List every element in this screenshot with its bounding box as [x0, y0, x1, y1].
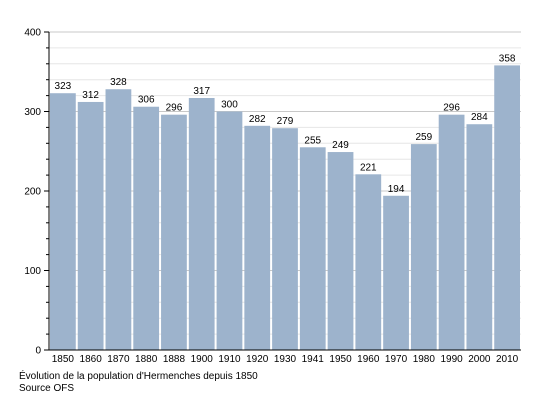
bar — [272, 128, 298, 350]
y-tick-label: 300 — [24, 107, 41, 118]
x-tick-labels: 1850 1860 1870 1880 1888 1900 1910 1920 1930 1941… — [52, 354, 519, 365]
x-tick-label: 1920 — [246, 354, 269, 365]
data-label: 249 — [332, 140, 349, 151]
x-tick-label: 1870 — [107, 354, 130, 365]
bars — [50, 65, 520, 351]
y-tick-label: 0 — [35, 346, 41, 357]
data-label: 317 — [193, 86, 210, 97]
data-label: 306 — [138, 95, 155, 106]
x-tick-label: 2000 — [468, 354, 491, 365]
bar — [50, 93, 76, 350]
data-label: 296 — [166, 103, 183, 114]
x-tick-label: 1880 — [135, 354, 158, 365]
x-tick-label: 2010 — [496, 354, 519, 365]
bar — [161, 114, 187, 351]
x-tick-label: 1960 — [357, 354, 380, 365]
data-label: 328 — [110, 77, 127, 88]
x-tick-label: 1888 — [163, 354, 186, 365]
bar — [299, 147, 326, 350]
y-tick-labels: 0 100 200 300 400 — [24, 28, 41, 357]
x-tick-label: 1850 — [52, 354, 75, 365]
x-tick-label: 1860 — [80, 354, 103, 365]
bar — [438, 114, 465, 351]
bar — [105, 89, 132, 351]
x-tick-label: 1941 — [302, 354, 325, 365]
x-tick-label: 1910 — [218, 354, 241, 365]
data-label: 312 — [82, 90, 99, 101]
data-label: 284 — [471, 112, 488, 123]
y-tick-label: 400 — [24, 28, 41, 39]
bar — [244, 125, 271, 350]
data-label: 221 — [360, 162, 377, 173]
data-labels: 323 312 328 306 296 317 300 282 279 255 249 221 194 2… — [55, 53, 516, 194]
data-label: 300 — [221, 100, 238, 111]
data-label: 279 — [277, 116, 294, 127]
data-label: 296 — [443, 103, 460, 114]
y-tick-label: 200 — [24, 187, 41, 198]
bar — [188, 97, 215, 350]
bar — [410, 144, 437, 350]
data-label: 259 — [415, 132, 432, 143]
bar — [466, 124, 493, 350]
x-tick-label: 1900 — [191, 354, 214, 365]
x-tick-label: 1930 — [274, 354, 297, 365]
bar — [355, 174, 382, 350]
data-label: 323 — [55, 81, 72, 92]
y-tick-label: 100 — [24, 266, 41, 277]
data-label: 358 — [499, 53, 516, 64]
bar — [133, 106, 160, 350]
x-tick-label: 1950 — [329, 354, 352, 365]
chart-source: Source OFS — [19, 383, 75, 394]
bar — [494, 65, 520, 350]
x-tick-label: 1980 — [413, 354, 436, 365]
data-label: 255 — [304, 135, 321, 146]
data-label: 282 — [249, 114, 266, 125]
x-tick-label: 1970 — [385, 354, 408, 365]
bar — [216, 111, 243, 350]
bar — [327, 152, 354, 350]
bar — [383, 195, 409, 350]
x-tick-label: 1990 — [440, 354, 463, 365]
bar — [77, 101, 104, 351]
axes — [44, 31, 521, 351]
data-label: 194 — [388, 184, 405, 195]
chart-caption: Évolution de la population d'Hermenches … — [19, 371, 258, 382]
